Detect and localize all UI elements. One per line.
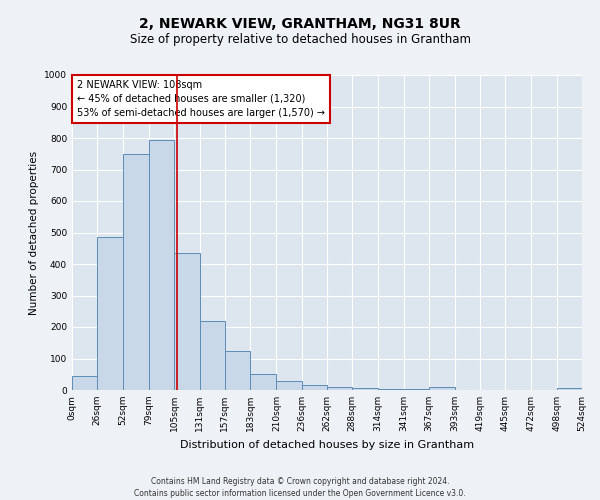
Bar: [429, 388, 455, 390]
Bar: [72, 376, 97, 390]
Bar: [225, 350, 250, 390]
X-axis label: Distribution of detached houses by size in Grantham: Distribution of detached houses by size …: [180, 440, 474, 450]
Bar: [327, 387, 352, 390]
Bar: [199, 320, 225, 390]
Bar: [352, 388, 377, 390]
Bar: [149, 140, 174, 390]
Text: Size of property relative to detached houses in Grantham: Size of property relative to detached ho…: [130, 32, 470, 46]
Bar: [174, 253, 200, 390]
Text: 2 NEWARK VIEW: 108sqm
← 45% of detached houses are smaller (1,320)
53% of semi-d: 2 NEWARK VIEW: 108sqm ← 45% of detached …: [77, 80, 325, 118]
Bar: [377, 389, 404, 390]
Bar: [250, 374, 277, 390]
Bar: [302, 386, 327, 390]
Bar: [97, 237, 122, 390]
Y-axis label: Number of detached properties: Number of detached properties: [29, 150, 38, 314]
Text: 2, NEWARK VIEW, GRANTHAM, NG31 8UR: 2, NEWARK VIEW, GRANTHAM, NG31 8UR: [139, 18, 461, 32]
Bar: [557, 388, 582, 390]
Text: Contains HM Land Registry data © Crown copyright and database right 2024.
Contai: Contains HM Land Registry data © Crown c…: [134, 476, 466, 498]
Bar: [277, 381, 302, 390]
Bar: [122, 154, 149, 390]
